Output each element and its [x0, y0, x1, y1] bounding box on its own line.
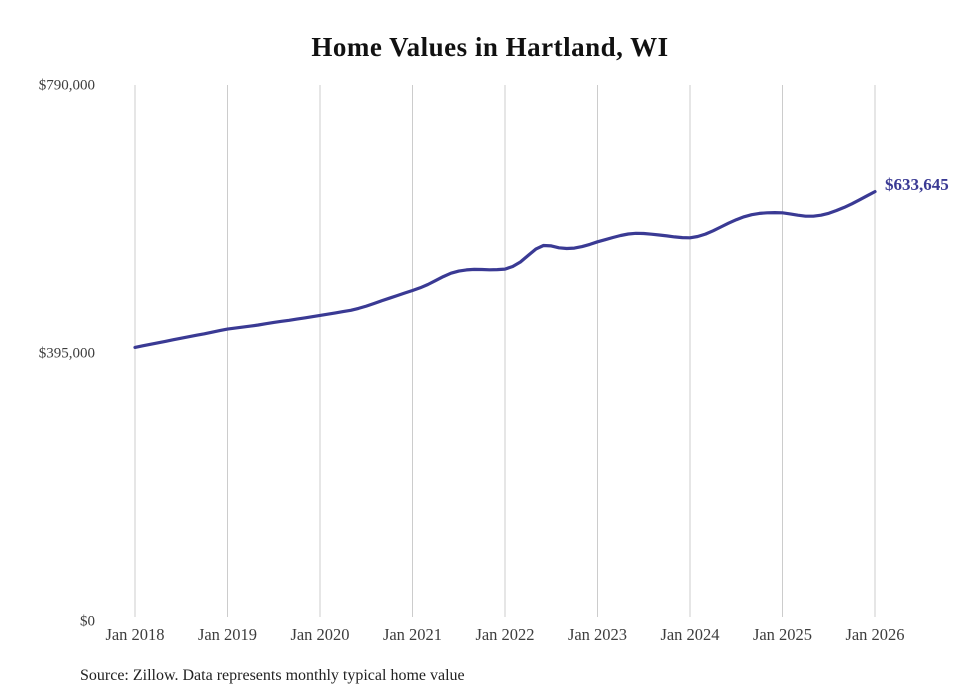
- x-tick-label: Jan 2024: [660, 625, 720, 644]
- x-tick-label: Jan 2023: [567, 625, 628, 644]
- x-tick-label: Jan 2025: [752, 625, 813, 644]
- x-tick-label: Jan 2018: [105, 625, 165, 644]
- x-tick-label: Jan 2022: [475, 625, 535, 644]
- home-value-line: [133, 190, 877, 349]
- y-tick-label: $395,000: [38, 345, 95, 361]
- x-tick-label: Jan 2019: [197, 625, 258, 644]
- x-tick-label: Jan 2021: [382, 625, 443, 644]
- end-value-label: $633,645: [885, 175, 949, 194]
- chart-title: Home Values in Hartland, WI: [311, 32, 669, 62]
- y-tick-label: $0: [80, 613, 95, 629]
- source-note: Source: Zillow. Data represents monthly …: [80, 667, 465, 684]
- x-tick-label: Jan 2020: [290, 625, 350, 644]
- x-tick-label: Jan 2026: [845, 625, 905, 644]
- y-tick-label: $790,000: [38, 77, 95, 93]
